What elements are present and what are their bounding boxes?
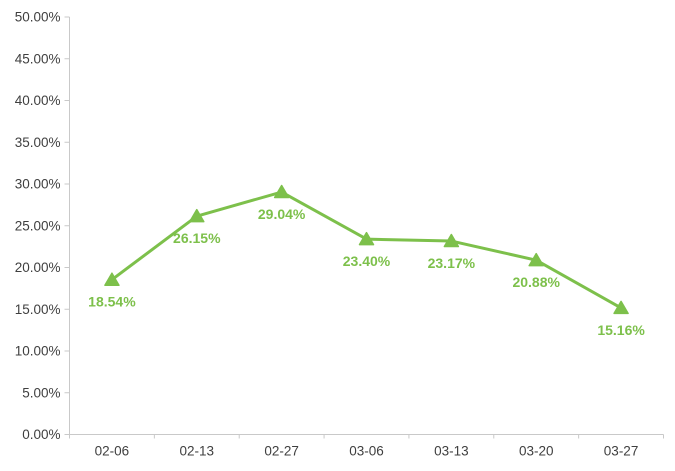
x-axis-tick-label: 02-27 xyxy=(264,444,299,459)
y-axis-tick-label: 35.00% xyxy=(15,135,61,150)
data-point-marker xyxy=(189,208,205,223)
x-axis-tick-label: 02-13 xyxy=(180,444,215,459)
data-label: 18.54% xyxy=(88,294,136,310)
data-label: 26.15% xyxy=(173,230,221,246)
y-axis-tick-label: 45.00% xyxy=(15,51,61,66)
x-axis-tick-label: 03-13 xyxy=(434,444,469,459)
data-point-marker xyxy=(273,184,290,199)
data-label: 15.16% xyxy=(597,322,645,338)
data-point-marker xyxy=(358,231,375,246)
x-axis-tick-label: 03-06 xyxy=(349,444,384,459)
y-axis-tick-label: 20.00% xyxy=(15,260,61,275)
y-axis-tick-label: 15.00% xyxy=(15,302,61,317)
y-axis-tick-label: 40.00% xyxy=(15,93,61,108)
y-axis-tick-label: 0.00% xyxy=(22,427,60,442)
y-axis-tick-label: 30.00% xyxy=(15,177,61,192)
y-axis-tick-label: 5.00% xyxy=(22,385,60,400)
data-point-marker xyxy=(613,300,629,315)
data-label: 29.04% xyxy=(258,206,306,222)
data-point-marker xyxy=(443,233,460,248)
data-point-marker xyxy=(528,252,544,267)
y-axis-tick-label: 25.00% xyxy=(15,218,61,233)
x-axis-tick-label: 03-20 xyxy=(519,444,554,459)
y-axis-tick-label: 10.00% xyxy=(15,344,61,359)
series-line xyxy=(110,190,623,310)
data-label: 20.88% xyxy=(512,274,560,290)
y-axis-tick-label: 50.00% xyxy=(15,10,61,25)
data-label: 23.40% xyxy=(343,253,391,269)
x-axis-tick-label: 03-27 xyxy=(604,444,639,459)
data-point-marker xyxy=(104,272,120,286)
x-axis-tick-label: 02-06 xyxy=(95,444,130,459)
data-label: 23.17% xyxy=(428,255,476,271)
